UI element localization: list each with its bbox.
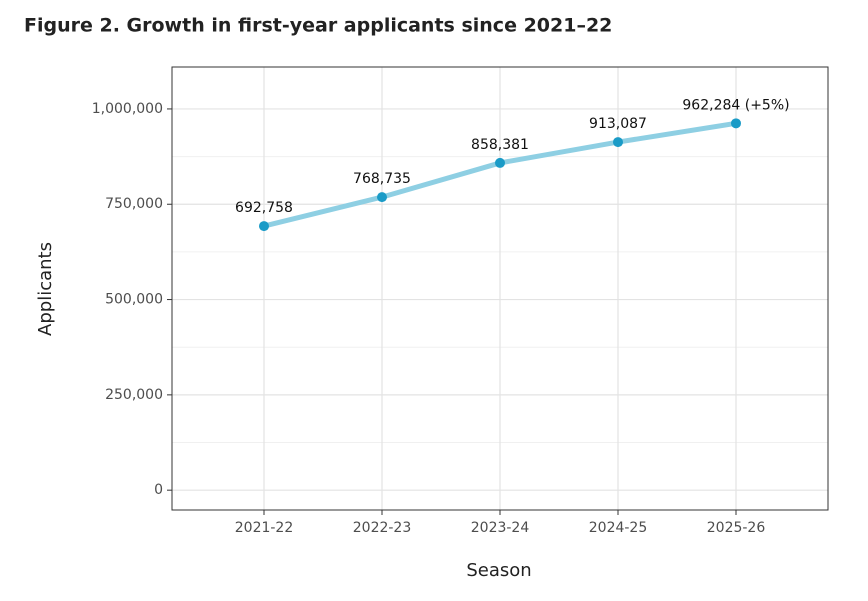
y-tick-label: 0 [154, 482, 163, 498]
x-tick-label: 2022-23 [353, 520, 412, 536]
point [495, 157, 505, 168]
chart-title: Figure 2. Growth in first-year applicant… [24, 15, 612, 37]
x-axis-label: Season [466, 560, 531, 581]
x-tick-label: 2023-24 [471, 520, 530, 536]
data-label: 962,284 (+5%) [682, 97, 789, 113]
x-tick-label: 2025-26 [707, 520, 766, 536]
y-tick-label: 250,000 [105, 387, 163, 403]
point [377, 192, 387, 203]
x-tick-label: 2024-25 [589, 520, 648, 536]
plot-border [171, 66, 829, 511]
data-label: 692,758 [235, 200, 293, 216]
point [259, 221, 269, 232]
y-tick-label: 1,000,000 [92, 101, 163, 117]
point [731, 118, 741, 129]
point [613, 137, 623, 148]
data-label: 858,381 [471, 137, 529, 153]
y-tick-label: 750,000 [105, 196, 163, 212]
y-axis-label: Applicants [35, 242, 56, 336]
x-tick-label: 2021-22 [235, 520, 294, 536]
data-label: 768,735 [353, 171, 411, 187]
y-tick-label: 500,000 [105, 292, 163, 308]
data-label: 913,087 [589, 116, 647, 132]
